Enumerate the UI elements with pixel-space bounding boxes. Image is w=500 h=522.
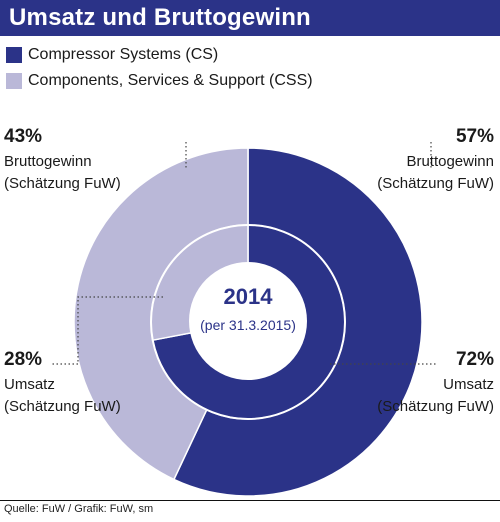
outer-cs-label: Bruttogewinn — [406, 153, 494, 170]
source-note: Quelle: FuW / Grafik: FuW, sm — [4, 503, 154, 515]
center-hole — [189, 262, 307, 380]
legend-swatch-cs — [6, 47, 22, 63]
inner-cs-percent: 72% — [456, 349, 494, 370]
inner-cs-label: Umsatz — [443, 376, 494, 393]
legend-item-cs: Compressor Systems (CS) — [6, 42, 313, 68]
outer-cs-note: (Schätzung FuW) — [377, 175, 494, 192]
outer-css-percent: 43% — [4, 126, 42, 147]
title-bar: Umsatz und Bruttogewinn — [0, 0, 500, 36]
outer-css-label: Bruttogewinn — [4, 153, 92, 170]
legend-swatch-css — [6, 73, 22, 89]
chart-title: Umsatz und Bruttogewinn — [9, 4, 311, 31]
legend-label-cs: Compressor Systems (CS) — [28, 46, 219, 63]
inner-css-label: Umsatz — [4, 376, 55, 393]
outer-css-note: (Schätzung FuW) — [4, 175, 121, 192]
inner-ring-border — [150, 224, 346, 420]
center-date-label: (per 31.3.2015) — [200, 317, 296, 333]
center-year-label: 2014 — [224, 284, 274, 309]
donut-chart: 2014 (per 31.3.2015) 43% Bruttogewinn (Schät… — [4, 126, 494, 497]
inner-css-percent: 28% — [4, 349, 42, 370]
inner-css-note: (Schätzung FuW) — [4, 398, 121, 415]
source-divider — [0, 500, 500, 501]
legend-label-css: Components, Services & Support (CSS) — [28, 72, 313, 89]
legend-item-css: Components, Services & Support (CSS) — [6, 68, 313, 94]
outer-cs-percent: 57% — [456, 126, 494, 147]
legend: Compressor Systems (CS) Components, Serv… — [6, 42, 313, 94]
inner-cs-note: (Schätzung FuW) — [377, 398, 494, 415]
